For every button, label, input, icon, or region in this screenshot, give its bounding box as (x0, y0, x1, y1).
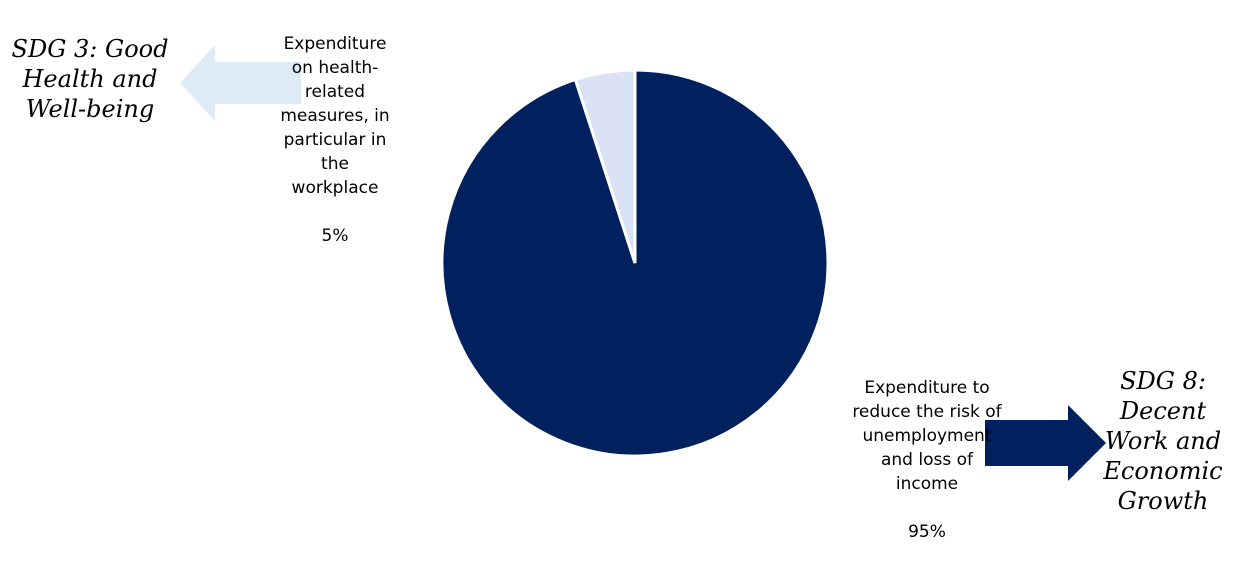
sdg3-label: SDG 3: Good Health and Well-being (11, 35, 169, 123)
slice-label-health-text: Expenditure on health-related measures, … (280, 34, 390, 198)
slice-label-unemployment: Expenditure to reduce the risk of unempl… (852, 352, 1002, 568)
sdg8-arrow-icon (985, 405, 1106, 481)
slice-label-health-percent: 5% (321, 226, 349, 246)
sdg3-arrow-icon (180, 45, 301, 121)
pie-slice-health (573, 68, 637, 264)
slice-label-unemployment-text: Expenditure to reduce the risk of unempl… (852, 378, 1002, 494)
sdg8-label: SDG 8: Decent Work and Economic Growth (1103, 367, 1223, 515)
pie-slices (440, 68, 830, 458)
slice-label-health: Expenditure on health-related measures, … (275, 8, 395, 272)
pie-chart (180, 45, 1106, 481)
slice-label-unemployment-percent: 95% (908, 522, 946, 542)
